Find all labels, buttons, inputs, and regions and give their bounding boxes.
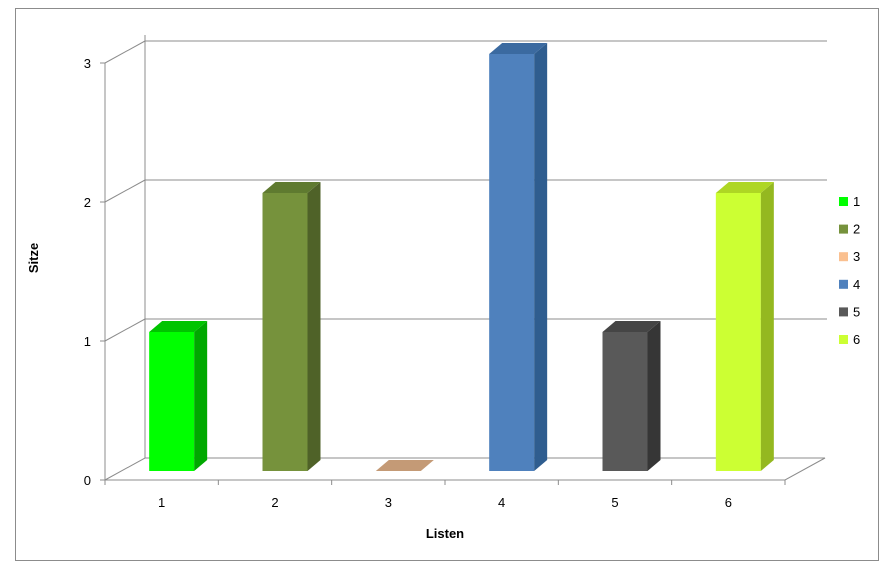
bar-6 [715, 182, 774, 471]
x-tick-label: 4 [498, 495, 505, 510]
bar-front [715, 193, 761, 471]
bar-side [760, 182, 774, 471]
x-tick-label: 2 [271, 495, 278, 510]
legend-swatch [839, 252, 848, 262]
bar-side [534, 43, 548, 471]
grid-layer [100, 35, 827, 485]
bar-5 [602, 321, 661, 471]
bar-top [489, 43, 548, 54]
y-tick-label: 2 [84, 195, 91, 210]
legend-label: 5 [853, 304, 860, 319]
legend-swatch [839, 197, 848, 206]
y-axis-title: Sitze [26, 243, 41, 273]
x-tick-label: 6 [725, 495, 732, 510]
bar-side [647, 321, 661, 471]
bar-4 [489, 43, 548, 471]
x-tick-label: 1 [158, 495, 165, 510]
legend-label: 6 [853, 332, 860, 347]
bar-top [375, 460, 434, 471]
x-tick-label: 5 [611, 495, 618, 510]
bar-side [307, 182, 321, 471]
bar-front [149, 332, 195, 471]
legend: 1 2 3 4 5 6 [839, 194, 860, 347]
legend-label: 4 [853, 277, 860, 292]
bar-layer [149, 43, 774, 471]
x-tick-label: 3 [385, 495, 392, 510]
x-axis-title: Listen [426, 526, 464, 541]
y-tick-label: 1 [84, 334, 91, 349]
y-tick-label: 3 [84, 56, 91, 71]
gridline-diagonal [104, 318, 146, 342]
gridline-diagonal [104, 40, 146, 64]
bar-1 [149, 321, 208, 471]
bar-side [194, 321, 208, 471]
bar-3 [375, 460, 434, 471]
chart-frame [15, 8, 879, 561]
gridline-diagonal [104, 179, 146, 203]
bar-front [489, 54, 535, 471]
legend-swatch [839, 307, 848, 317]
bar-front [602, 332, 648, 471]
bar-top [149, 321, 208, 332]
bar-top [602, 321, 661, 332]
legend-label: 3 [853, 249, 860, 264]
y-tick-label: 0 [84, 473, 91, 488]
legend-swatch [839, 224, 848, 234]
bar-top [262, 182, 321, 193]
legend-swatch [839, 279, 848, 289]
bar-front [262, 193, 308, 471]
bar-2 [262, 182, 321, 471]
tick-layer: 0 1 2 3 1 2 3 4 5 6 [84, 56, 732, 510]
bar-top [715, 182, 774, 193]
legend-label: 2 [853, 222, 860, 237]
legend-label: 1 [853, 194, 860, 209]
legend-swatch [839, 335, 848, 344]
